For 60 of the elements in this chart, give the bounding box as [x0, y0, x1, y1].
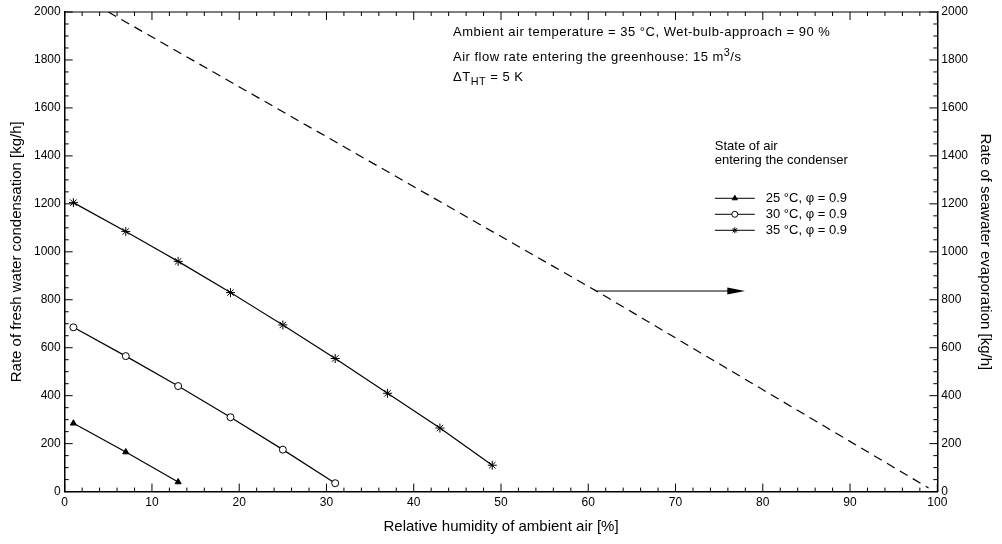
point [226, 413, 235, 422]
annotation: ΔT$_{HT}$ = 5 K [453, 68, 525, 89]
y-tick-label: 1600 [33, 100, 62, 115]
legend-title: State of air entering the condenser [714, 137, 849, 167]
point [120, 226, 131, 237]
point [174, 382, 183, 391]
point [434, 423, 445, 434]
y-tick-label: 800 [40, 292, 62, 307]
y-tick-label: 400 [40, 387, 62, 402]
x-axis-title: Relative humidity of ambient air [%] [383, 517, 619, 535]
legend-label: 25 °C, φ = 0.9 [765, 189, 847, 205]
point [225, 287, 236, 298]
y-tick-label: 1800 [33, 52, 62, 67]
y2-tick-label: 1800 [941, 52, 969, 67]
y2-tick-label: 1400 [941, 148, 969, 163]
y2-tick-label: 1000 [941, 244, 969, 259]
y-tick-label: 1400 [33, 148, 62, 163]
legend-label: 30 °C, φ = 0.9 [765, 205, 847, 221]
y2-tick-label: 0 [941, 483, 949, 498]
y-tick-label: 1200 [33, 196, 62, 211]
x-tick-label: 80 [756, 495, 770, 510]
y2-tick-label: 200 [941, 435, 962, 450]
y-axis-title: Rate of fresh water condensation [kg/h] [7, 121, 25, 383]
x-tick-label: 100 [927, 495, 948, 510]
point [331, 479, 340, 488]
y-tick-label: 1000 [33, 244, 62, 259]
x-tick-label: 70 [668, 495, 683, 510]
point [122, 448, 130, 455]
x-tick-label: 60 [581, 495, 596, 510]
point [174, 478, 182, 485]
annotation: Ambient air temperature = 35 °C, Wet-bulb-approach = 90 % [453, 23, 831, 41]
y2-axis-title: Rate of seawater evaporation [kg/h] [977, 133, 995, 371]
point [173, 256, 184, 267]
y2-tick-label: 1600 [941, 100, 969, 115]
y2-tick-label: 800 [941, 292, 962, 307]
y2-tick-label: 400 [941, 387, 962, 402]
annotation: Air flow rate entering the greenhouse: 15 m$^{3}$/s [453, 45, 743, 67]
y2-tick-label: 1200 [941, 196, 969, 211]
x-tick-label: 50 [494, 495, 508, 510]
y-tick-label: 2000 [33, 4, 62, 19]
x-tick-label: 20 [232, 495, 247, 510]
y2-tick-label: 600 [941, 340, 962, 355]
point [69, 419, 77, 426]
point [330, 353, 341, 364]
y-tick-label: 200 [40, 435, 62, 450]
point [69, 323, 78, 332]
x-tick-label: 90 [843, 495, 858, 510]
x-tick-label: 10 [145, 495, 159, 510]
legend-label: 35 °C, φ = 0.9 [765, 221, 847, 237]
x-tick-label: 30 [319, 495, 334, 510]
point [487, 460, 498, 471]
point [121, 352, 130, 361]
point [382, 388, 393, 399]
point [277, 319, 288, 330]
point [278, 445, 287, 454]
x-tick-label: 40 [407, 495, 421, 510]
point [68, 197, 79, 208]
y2-tick-label: 2000 [941, 4, 969, 19]
y-tick-label: 0 [54, 483, 62, 498]
y-tick-label: 600 [40, 340, 62, 355]
